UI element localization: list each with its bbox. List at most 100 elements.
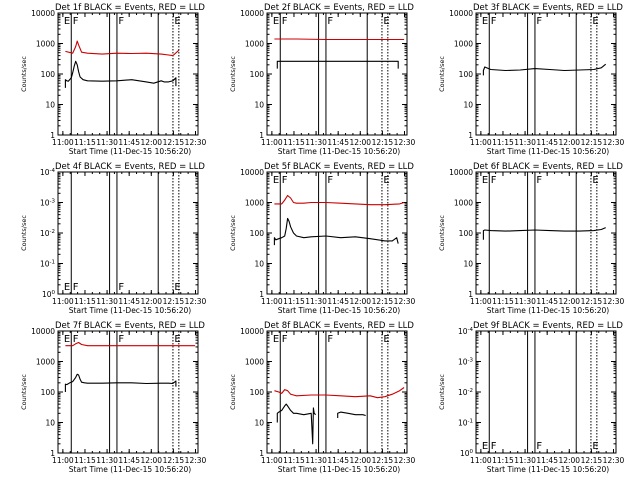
y-axis-label: Counts/sec bbox=[20, 56, 28, 92]
x-tick-label: 11:45 bbox=[536, 297, 558, 306]
marker-letter: F bbox=[491, 441, 497, 452]
x-tick-label: 11:15 bbox=[283, 138, 305, 147]
y-tick-label: 1 bbox=[468, 290, 473, 299]
chart-panel: Det 9f BLACK = Events, RED = LLD Counts/s… bbox=[438, 321, 625, 474]
x-tick-label: 12:15 bbox=[372, 297, 394, 306]
y-tick-label: 1 bbox=[259, 131, 264, 140]
y-tick-label: 10-4 bbox=[40, 168, 56, 177]
y-axis-label: Counts/sec bbox=[229, 374, 237, 410]
chart-panel: Det 1f BLACK = Events, RED = LLD Counts/s… bbox=[20, 3, 207, 156]
x-tick-label: 11:45 bbox=[536, 456, 558, 465]
x-tick-label: 12:30 bbox=[394, 456, 416, 465]
y-tick-label: 10 bbox=[463, 101, 473, 110]
y-tick-label: 100 bbox=[42, 290, 56, 299]
marker-letter: E bbox=[592, 175, 598, 186]
y-tick-label: 10 bbox=[45, 101, 55, 110]
x-tick-label: 11:45 bbox=[118, 297, 140, 306]
y-tick-label: 1000 bbox=[454, 199, 473, 208]
marker-letter: E bbox=[482, 175, 488, 186]
marker-letter: F bbox=[73, 16, 79, 27]
y-tick-label: 100 bbox=[459, 70, 474, 79]
x-tick-label: 11:00 bbox=[470, 138, 492, 147]
marker-letter: F bbox=[536, 175, 542, 186]
chart-title: Det 7f BLACK = Events, RED = LLD bbox=[55, 321, 205, 331]
marker-letter: E bbox=[383, 175, 389, 186]
lld-series-line bbox=[65, 341, 196, 347]
marker-letter: E bbox=[273, 334, 279, 345]
y-tick-label: 10000 bbox=[31, 327, 55, 336]
x-tick-label: 11:45 bbox=[327, 138, 349, 147]
x-tick-label: 12:00 bbox=[349, 297, 371, 306]
marker-letter: F bbox=[327, 334, 333, 345]
x-tick-label: 12:00 bbox=[349, 138, 371, 147]
x-tick-label: 12:15 bbox=[163, 138, 185, 147]
x-tick-label: 12:15 bbox=[581, 297, 603, 306]
chart-title: Det 3f BLACK = Events, RED = LLD bbox=[473, 3, 623, 13]
events-series-line bbox=[64, 373, 177, 392]
marker-letter: F bbox=[73, 282, 79, 293]
y-tick-label: 10-2 bbox=[458, 388, 473, 397]
x-tick-label: 12:15 bbox=[581, 138, 603, 147]
events-series-line bbox=[276, 403, 316, 445]
x-tick-label: 11:00 bbox=[52, 297, 74, 306]
marker-letter: E bbox=[482, 16, 488, 27]
y-axis-label: Counts/sec bbox=[20, 215, 28, 251]
x-tick-label: 12:30 bbox=[603, 456, 625, 465]
x-axis-label: Start Time (11-Dec-15 10:56:20) bbox=[69, 306, 191, 315]
y-tick-label: 10-1 bbox=[458, 419, 473, 428]
plot-frame bbox=[475, 12, 617, 136]
x-tick-label: 11:15 bbox=[74, 456, 96, 465]
lld-series-line bbox=[274, 387, 405, 399]
x-tick-label: 11:00 bbox=[470, 456, 492, 465]
marker-letter: E bbox=[174, 16, 180, 27]
y-tick-label: 10 bbox=[254, 101, 264, 110]
y-tick-label: 10 bbox=[45, 419, 55, 428]
chart-title: Det 5f BLACK = Events, RED = LLD bbox=[264, 162, 414, 172]
y-tick-label: 10 bbox=[463, 260, 473, 269]
x-tick-label: 11:30 bbox=[305, 138, 327, 147]
chart-panel: Det 4f BLACK = Events, RED = LLD Counts/s… bbox=[20, 162, 207, 315]
x-tick-label: 11:30 bbox=[305, 456, 327, 465]
y-axis-label: Counts/sec bbox=[438, 374, 446, 410]
x-tick-label: 11:45 bbox=[536, 138, 558, 147]
plot-frame bbox=[57, 171, 199, 295]
x-tick-label: 12:00 bbox=[349, 456, 371, 465]
y-tick-label: 1 bbox=[50, 449, 55, 458]
x-tick-label: 11:00 bbox=[52, 138, 74, 147]
x-tick-label: 11:15 bbox=[283, 297, 305, 306]
x-axis-label: Start Time (11-Dec-15 10:56:20) bbox=[487, 147, 609, 156]
chart-title: Det 4f BLACK = Events, RED = LLD bbox=[55, 162, 205, 172]
x-axis-label: Start Time (11-Dec-15 10:56:20) bbox=[69, 147, 191, 156]
events-series-line bbox=[64, 60, 177, 88]
marker-letter: F bbox=[491, 175, 497, 186]
x-tick-label: 11:45 bbox=[327, 456, 349, 465]
lld-series-line bbox=[274, 38, 405, 41]
marker-letter: F bbox=[118, 282, 124, 293]
x-tick-label: 12:00 bbox=[558, 138, 580, 147]
marker-letter: F bbox=[327, 16, 333, 27]
marker-letter: F bbox=[118, 334, 124, 345]
y-tick-label: 10000 bbox=[449, 9, 473, 18]
chart-panel: Det 3f BLACK = Events, RED = LLD Counts/s… bbox=[438, 3, 625, 156]
x-tick-label: 11:15 bbox=[492, 456, 514, 465]
x-tick-label: 11:30 bbox=[514, 138, 536, 147]
x-tick-label: 11:15 bbox=[492, 138, 514, 147]
chart-panel: Det 8f BLACK = Events, RED = LLD Counts/s… bbox=[229, 321, 416, 474]
y-tick-label: 1000 bbox=[245, 358, 264, 367]
marker-letter: F bbox=[327, 175, 333, 186]
y-axis-label: Counts/sec bbox=[438, 56, 446, 92]
x-tick-label: 11:30 bbox=[305, 297, 327, 306]
marker-letter: E bbox=[592, 441, 598, 452]
x-tick-label: 12:00 bbox=[140, 456, 162, 465]
x-tick-label: 12:15 bbox=[372, 456, 394, 465]
x-tick-label: 11:15 bbox=[492, 297, 514, 306]
x-tick-label: 11:15 bbox=[74, 138, 96, 147]
y-tick-label: 10 bbox=[254, 419, 264, 428]
marker-letter: E bbox=[273, 16, 279, 27]
y-tick-label: 1000 bbox=[245, 40, 264, 49]
x-tick-label: 11:45 bbox=[118, 138, 140, 147]
y-tick-label: 10-3 bbox=[40, 199, 56, 208]
x-tick-label: 11:00 bbox=[470, 297, 492, 306]
y-tick-label: 1 bbox=[259, 290, 264, 299]
